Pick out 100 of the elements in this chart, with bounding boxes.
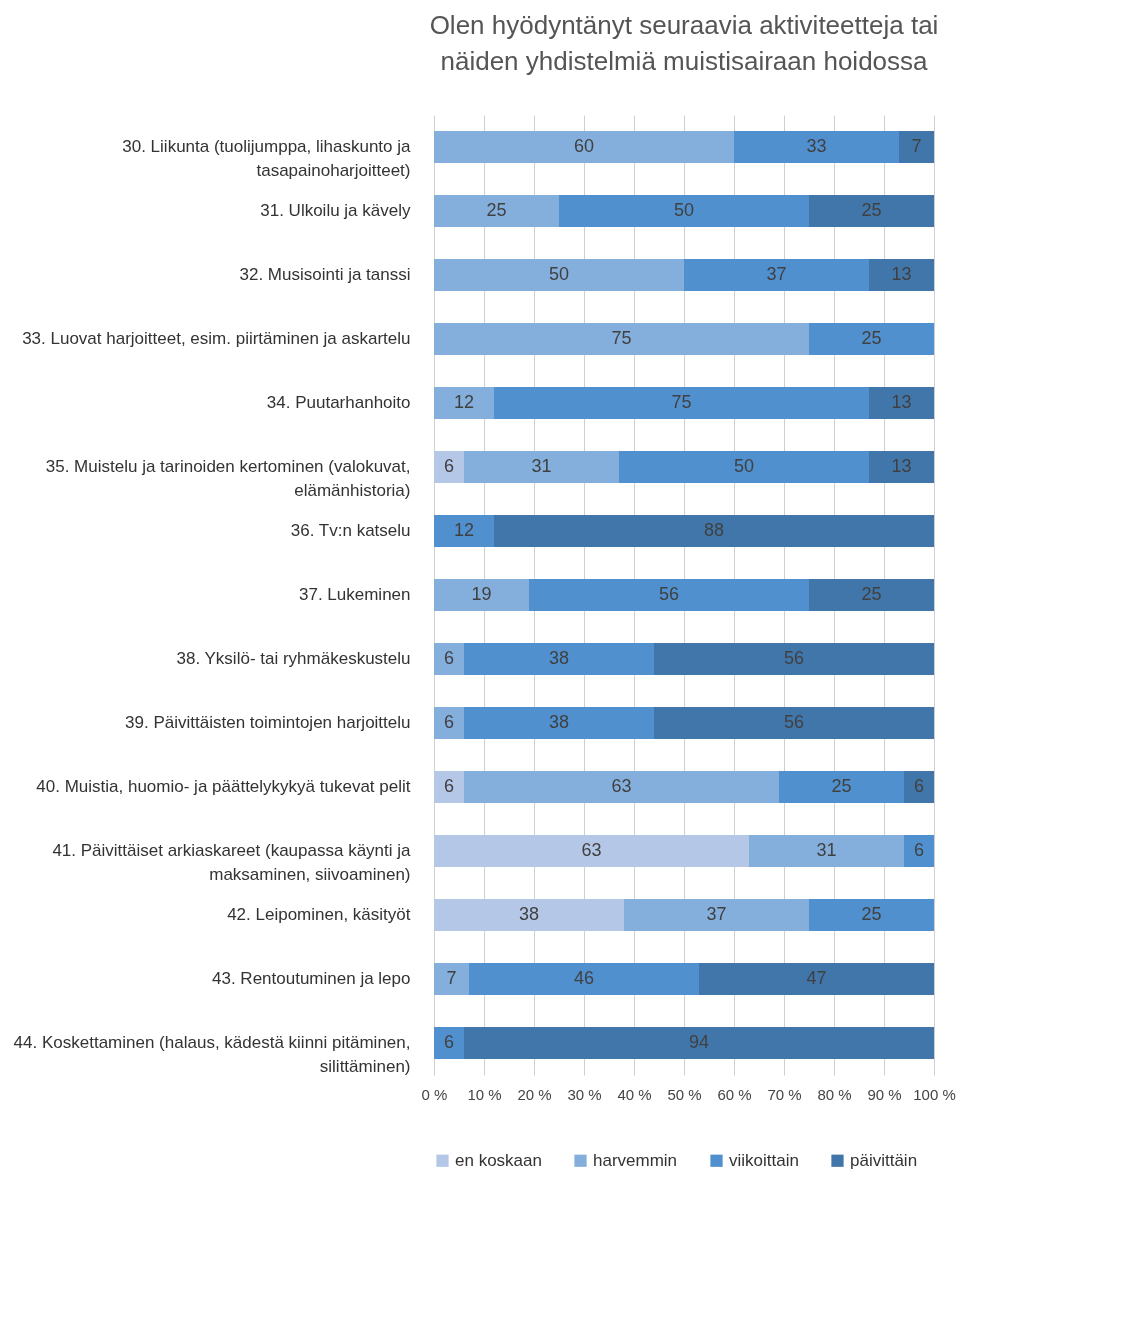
legend-label: en koskaan [455, 1150, 542, 1170]
bar [809, 323, 934, 355]
x-tick-label: 10 % [467, 1085, 502, 1103]
data-label: 13 [891, 456, 912, 476]
bar [434, 131, 734, 163]
data-label: 25 [831, 776, 852, 796]
y-tick-label: 34. Puutarhanhoito [266, 393, 411, 412]
data-label: 56 [783, 712, 805, 732]
data-label: 6 [913, 840, 925, 860]
data-label: 50 [548, 264, 570, 284]
data-label: 31 [531, 456, 552, 476]
data-label: 33 [806, 136, 827, 156]
y-tick-label: 41. Päivittäiset arkiaskareet (kaupassa käynti ja maksaminen, siivoaminen) [52, 841, 412, 884]
data-label: 37 [766, 264, 787, 284]
bar [869, 259, 934, 291]
bar [654, 643, 934, 675]
bar [434, 899, 624, 931]
bar [434, 323, 809, 355]
bar [809, 195, 934, 227]
data-label: 38 [548, 712, 570, 732]
data-label: 13 [891, 264, 912, 284]
y-tick-label: 40. Muistia, huomio- ja päättelykykyä tukevat pelit [36, 777, 411, 796]
y-tick-label: 30. Liikunta (tuolijumppa, lihaskunto ja tasapainoharjoitteet) [122, 137, 412, 180]
bar [434, 835, 749, 867]
data-label: 6 [443, 1032, 455, 1052]
bar [434, 643, 464, 675]
data-label: 37 [706, 904, 727, 924]
bar [464, 643, 654, 675]
bar [869, 387, 934, 419]
x-tick-label: 40 % [617, 1085, 652, 1103]
y-tick-label: 43. Rentoutuminen ja lepo [212, 969, 411, 988]
data-label: 56 [658, 584, 680, 604]
data-label: 46 [573, 968, 595, 988]
bar [494, 387, 869, 419]
y-tick-label: 38. Yksilö- tai ryhmäkeskustelu [176, 649, 411, 668]
bar [434, 515, 494, 547]
y-tick-label: 42. Leipominen, käsityöt [227, 905, 411, 924]
data-label: 56 [783, 648, 805, 668]
data-label: 7 [446, 968, 457, 988]
data-label: 94 [688, 1032, 710, 1052]
bar [434, 451, 464, 483]
y-tick-label: 31. Ulkoilu ja kävely [260, 201, 411, 220]
data-label: 63 [611, 776, 632, 796]
data-label: 25 [861, 584, 882, 604]
data-label: 25 [486, 200, 507, 220]
data-label: 12 [453, 392, 475, 412]
bar [469, 963, 699, 995]
x-tick-label: 20 % [517, 1085, 552, 1103]
bar [749, 835, 904, 867]
bar [434, 387, 494, 419]
bar [464, 707, 654, 739]
data-label: 6 [443, 648, 455, 668]
data-label: 6 [913, 776, 925, 796]
data-label: 60 [573, 136, 595, 156]
data-label: 50 [733, 456, 755, 476]
data-label: 25 [861, 200, 882, 220]
bar [904, 835, 934, 867]
bar [654, 707, 934, 739]
bar [434, 195, 559, 227]
data-label: 88 [703, 520, 725, 540]
bar [619, 451, 869, 483]
data-label: 13 [891, 392, 912, 412]
x-tick-label: 50 % [667, 1085, 702, 1103]
data-label: 47 [806, 968, 827, 988]
data-label: 31 [816, 840, 837, 860]
x-tick-label: 0 % [421, 1085, 448, 1103]
y-tick-label: 35. Muistelu ja tarinoiden kertominen (valokuvat, elämänhistoria) [45, 457, 411, 500]
x-tick-label: 90 % [867, 1085, 902, 1103]
bar [434, 963, 469, 995]
bar [904, 771, 934, 803]
data-label: 63 [581, 840, 602, 860]
bar [434, 707, 464, 739]
bar [559, 195, 809, 227]
legend-label: päivittäin [850, 1150, 918, 1170]
x-tick-label: 100 % [913, 1085, 956, 1103]
y-tick-label: 37. Lukeminen [298, 585, 411, 604]
bar [779, 771, 904, 803]
x-tick-label: 80 % [817, 1085, 852, 1103]
data-label: 50 [673, 200, 695, 220]
y-tick-label: 36. Tv:n katselu [290, 521, 411, 540]
data-label: 6 [443, 456, 455, 476]
data-label: 6 [443, 776, 455, 796]
bar [434, 259, 684, 291]
bar [434, 579, 529, 611]
y-tick-label: 33. Luovat harjoitteet, esim. piirtäminen ja askartelu [22, 329, 411, 348]
data-label: 38 [518, 904, 540, 924]
bar [464, 451, 619, 483]
bar [494, 515, 934, 547]
legend-label: harvemmin [593, 1150, 678, 1170]
bar [434, 1027, 464, 1059]
legend-label: viikoittain [729, 1150, 799, 1170]
bar [464, 771, 779, 803]
data-label: 75 [611, 328, 632, 348]
x-tick-label: 70 % [767, 1085, 802, 1103]
bar [529, 579, 809, 611]
bar [809, 899, 934, 931]
data-label: 25 [861, 328, 882, 348]
data-label: 38 [548, 648, 570, 668]
bar [684, 259, 869, 291]
bar [624, 899, 809, 931]
